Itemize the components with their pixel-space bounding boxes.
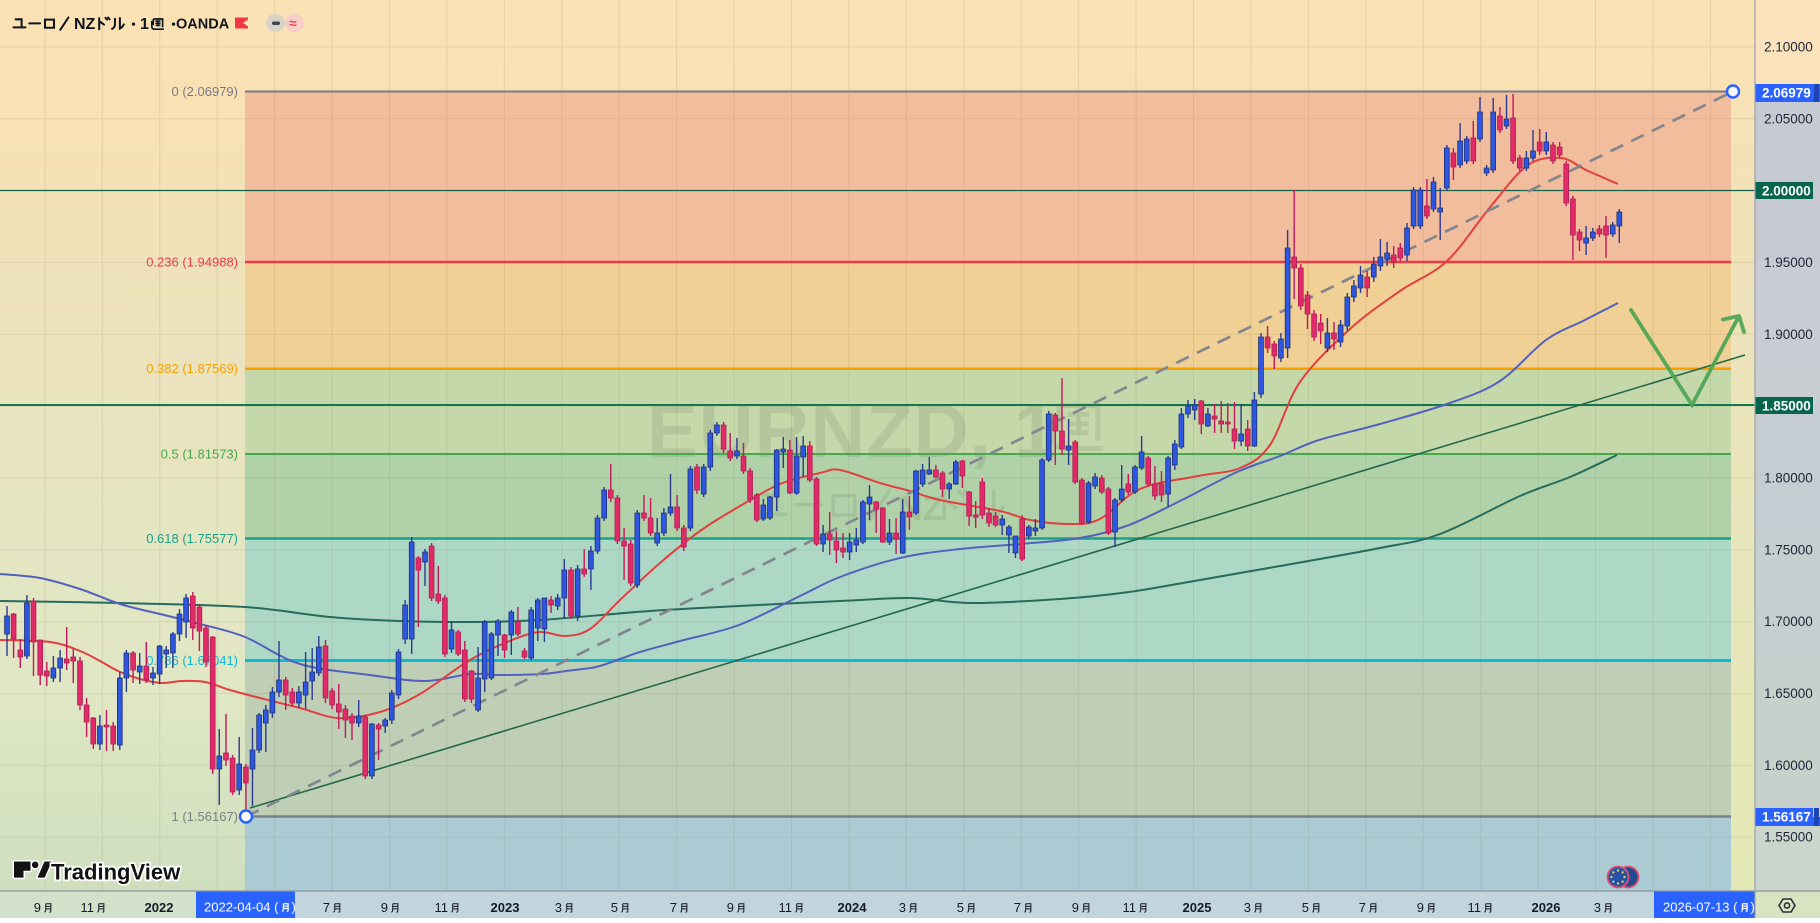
svg-text:3: 3 <box>1594 900 1601 915</box>
svg-text:1 (1.56167): 1 (1.56167) <box>172 809 239 824</box>
svg-text:1: 1 <box>140 16 149 33</box>
svg-text:): ) <box>292 900 296 915</box>
svg-text:1.70000: 1.70000 <box>1764 614 1813 629</box>
svg-text:0.618 (1.75577): 0.618 (1.75577) <box>146 531 238 546</box>
svg-text:2.10000: 2.10000 <box>1764 39 1813 54</box>
svg-text:2.05000: 2.05000 <box>1764 111 1813 126</box>
svg-text:0.5 (1.81573): 0.5 (1.81573) <box>161 447 238 462</box>
svg-text:11: 11 <box>1468 900 1482 915</box>
svg-text:2022: 2022 <box>145 900 174 915</box>
svg-text:5: 5 <box>957 900 964 915</box>
svg-text:9: 9 <box>381 900 388 915</box>
svg-text:2026: 2026 <box>1532 900 1561 915</box>
svg-text:7: 7 <box>323 900 330 915</box>
svg-text:NZ: NZ <box>898 490 943 528</box>
svg-text:3: 3 <box>555 900 562 915</box>
svg-text:2.06979: 2.06979 <box>1762 86 1811 101</box>
svg-text:NZ: NZ <box>74 16 96 33</box>
svg-text:2022-04-04 (: 2022-04-04 ( <box>204 900 279 915</box>
svg-text:TradingView: TradingView <box>51 860 181 885</box>
svg-text:0.382 (1.87569): 0.382 (1.87569) <box>146 361 238 376</box>
svg-text:1.56167: 1.56167 <box>1762 810 1811 825</box>
svg-text:9: 9 <box>1417 900 1424 915</box>
svg-text:0.236 (1.94988): 0.236 (1.94988) <box>146 255 238 270</box>
svg-text:7: 7 <box>1359 900 1366 915</box>
svg-text:1.65000: 1.65000 <box>1764 686 1813 701</box>
svg-text:2.00000: 2.00000 <box>1762 184 1811 199</box>
svg-text:0 (2.06979): 0 (2.06979) <box>172 84 239 99</box>
svg-text:2024: 2024 <box>838 900 868 915</box>
svg-text:OANDA: OANDA <box>176 17 230 33</box>
svg-text:1.90000: 1.90000 <box>1764 327 1813 342</box>
svg-text:2025: 2025 <box>1183 900 1212 915</box>
svg-text:7: 7 <box>1014 900 1021 915</box>
svg-text:5: 5 <box>1302 900 1309 915</box>
svg-text:≈: ≈ <box>289 15 297 31</box>
svg-text:3: 3 <box>1244 900 1251 915</box>
svg-text:1.85000: 1.85000 <box>1762 399 1811 414</box>
svg-text:11: 11 <box>1123 900 1137 915</box>
svg-text:2023: 2023 <box>491 900 520 915</box>
svg-text:9: 9 <box>727 900 734 915</box>
svg-text:11: 11 <box>81 900 95 915</box>
svg-text:11: 11 <box>779 900 793 915</box>
svg-text:2026-07-13 (: 2026-07-13 ( <box>1663 900 1738 915</box>
svg-text:1.80000: 1.80000 <box>1764 471 1813 486</box>
svg-text:1.75000: 1.75000 <box>1764 542 1813 557</box>
svg-text:11: 11 <box>435 900 449 915</box>
svg-text:9: 9 <box>1072 900 1079 915</box>
svg-text:5: 5 <box>611 900 618 915</box>
svg-text:1.60000: 1.60000 <box>1764 758 1813 773</box>
svg-text:9: 9 <box>34 900 41 915</box>
svg-text:1.95000: 1.95000 <box>1764 255 1813 270</box>
svg-text:3: 3 <box>899 900 906 915</box>
svg-text:7: 7 <box>670 900 677 915</box>
svg-text:1.55000: 1.55000 <box>1764 830 1813 845</box>
svg-text:): ) <box>1751 900 1755 915</box>
